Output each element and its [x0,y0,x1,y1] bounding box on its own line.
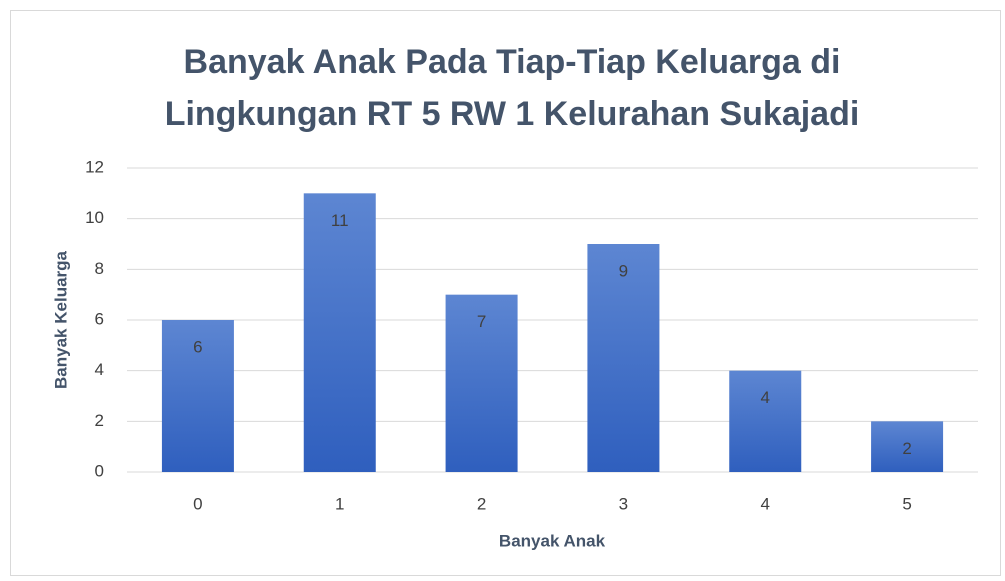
y-tick-label: 2 [95,411,104,430]
data-label: 7 [477,312,486,331]
x-tick-label: 1 [335,494,344,513]
y-tick-label: 10 [85,208,104,227]
chart-border [10,10,1001,576]
data-label: 9 [619,261,628,280]
bar [729,370,802,472]
x-tick-label: 5 [902,494,911,513]
bar [303,193,376,473]
x-axis-title: Banyak Anak [499,531,606,550]
bar [587,244,660,472]
data-label: 4 [761,388,770,407]
x-tick-label: 2 [477,494,486,513]
y-tick-label: 4 [95,360,104,379]
y-tick-label: 6 [95,309,104,328]
chart-title: Banyak Anak Pada Tiap-Tiap Keluarga di L… [164,43,860,133]
bar [161,320,234,472]
data-label: 6 [193,337,202,356]
bar [871,421,944,472]
y-axis-title: Banyak Keluarga [51,250,70,388]
y-tick-label: 0 [95,461,104,480]
bar [445,294,518,472]
data-label: 11 [331,211,349,230]
x-tick-label: 3 [619,494,628,513]
y-tick-label: 12 [85,157,104,176]
x-tick-label: 0 [193,494,202,513]
data-label: 2 [902,439,911,458]
y-tick-label: 8 [95,259,104,278]
x-tick-label: 4 [761,494,770,513]
